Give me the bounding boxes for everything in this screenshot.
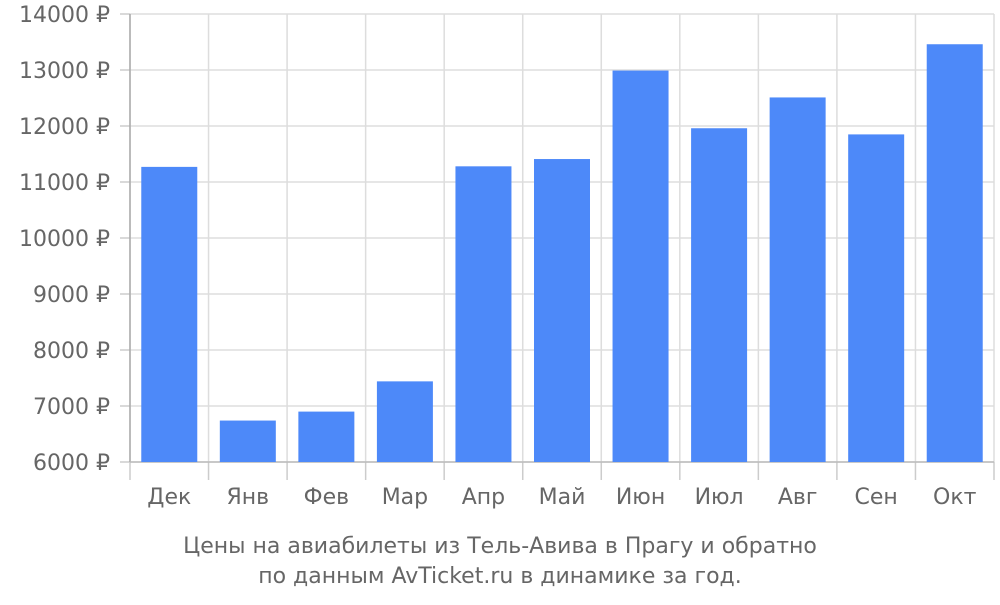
x-tick-label: Фев [304,485,349,510]
bar-7 [691,128,748,463]
bar-8 [769,97,826,462]
x-tick-label: Май [539,485,586,510]
y-tick-label: 8000 ₽ [33,339,110,364]
x-tick-label: Июл [695,485,744,510]
y-tick-label: 7000 ₽ [33,395,110,420]
bar-2 [298,411,355,462]
x-tick-label: Дек [147,485,191,510]
bar-9 [848,134,905,462]
x-axis-labels: Дек Янв Фев Мар Апр Май Июн Июл Авг Сен Окт [147,485,976,510]
chart-caption-line-2: по данным AvTicket.ru в динамике за год. [258,564,742,589]
x-tick-label: Окт [933,485,977,510]
y-tick-label: 9000 ₽ [33,283,110,308]
y-tick-label: 6000 ₽ [33,451,110,476]
chart-caption-line-1: Цены на авиабилеты из Тель-Авива в Прагу… [183,534,817,559]
bar-1 [219,420,276,462]
bar-0 [141,166,198,462]
y-tick-label: 14000 ₽ [19,3,110,28]
x-tick-label: Авг [778,485,818,510]
y-tick-label: 10000 ₽ [19,227,110,252]
y-tick-label: 12000 ₽ [19,115,110,140]
bars [141,44,983,463]
y-tick-label: 13000 ₽ [19,59,110,84]
x-tick-label: Янв [226,485,269,510]
x-tick-label: Июн [616,485,665,510]
x-tick-label: Сен [855,485,898,510]
bar-6 [612,70,669,462]
bar-10 [926,44,983,463]
bar-4 [455,166,512,462]
x-tick-label: Мар [382,485,428,510]
y-tick-label: 11000 ₽ [19,171,110,196]
x-tick-label: Апр [462,485,505,510]
bar-5 [534,159,590,463]
bar-3 [376,381,433,462]
y-axis-labels: 6000 ₽ 7000 ₽ 8000 ₽ 9000 ₽ 10000 ₽ 11000 ₽ 12… [19,3,110,476]
